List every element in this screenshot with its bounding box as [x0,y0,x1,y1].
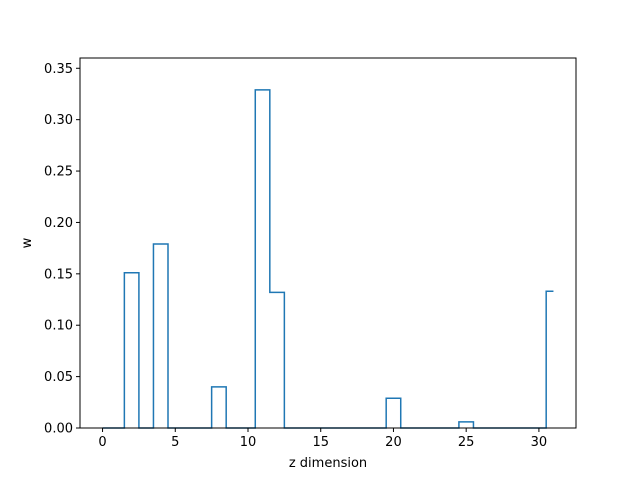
x-tick-label: 20 [385,435,402,450]
x-tick-label: 25 [458,435,475,450]
series-step-line [102,89,554,429]
plot-frame [79,57,577,429]
y-tick-label: 0.20 [44,216,73,231]
y-tick-label: 0.15 [44,267,73,282]
y-tick-label: 0.10 [44,319,73,334]
x-tick-label: 10 [240,435,257,450]
y-axis-ticks: 0.00 0.05 0.10 0.15 0.20 0.25 0.30 0.35 [44,62,80,437]
y-tick-label: 0.35 [44,62,73,77]
x-tick-label: 30 [531,435,548,450]
x-axis-ticks: 0 5 10 15 20 25 30 [98,428,547,450]
y-tick-label: 0.25 [44,165,73,180]
y-tick-label: 0.05 [44,370,73,385]
y-tick-label: 0.00 [44,422,73,437]
y-axis-label: w [20,237,35,248]
y-tick-label: 0.30 [44,113,73,128]
x-tick-label: 5 [171,435,179,450]
plot-layer [102,89,554,429]
x-tick-label: 15 [312,435,329,450]
x-axis-label: z dimension [289,456,367,471]
x-tick-label: 0 [98,435,106,450]
